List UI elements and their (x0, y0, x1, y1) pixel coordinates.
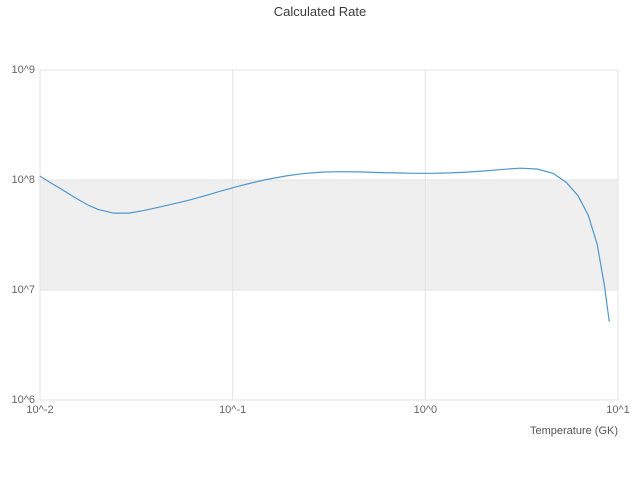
y-tick-label: 10^8 (11, 174, 35, 186)
x-tick-label: 10^-2 (26, 404, 54, 416)
x-tick-label: 10^0 (413, 404, 438, 416)
x-tick-label: 10^-1 (219, 404, 247, 416)
y-tick-label: 10^9 (11, 64, 35, 76)
rate-line (39, 167, 610, 322)
y-tick-label: 10^6 (11, 394, 35, 406)
band-annotation (40, 180, 618, 290)
x-axis-label: Temperature (GK) (529, 425, 618, 437)
x-tick-label: 10^1 (606, 404, 630, 416)
y-tick-label: 10^7 (11, 284, 35, 296)
chart-title: Calculated Rate (273, 4, 367, 19)
